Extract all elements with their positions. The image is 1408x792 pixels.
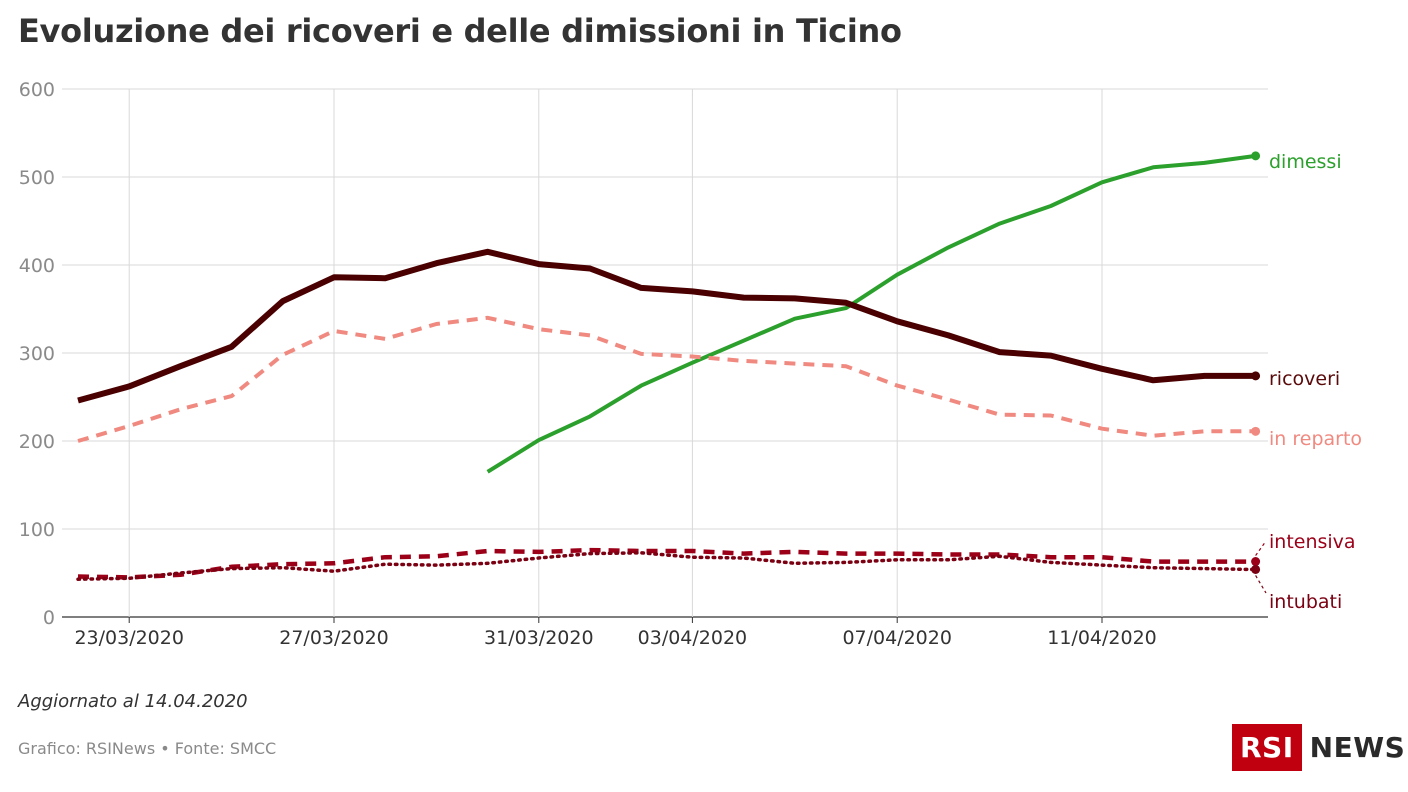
updated-note: Aggiornato al 14.04.2020 [18,691,248,712]
series-lines [76,151,1261,581]
series-line-dimessi [486,153,1256,474]
x-tick-label: 03/04/2020 [638,627,748,649]
series-endpoint-dimessi [1251,151,1261,161]
y-tick-label: 500 [19,167,55,189]
series-endpoint-intubati [1251,564,1261,574]
series-line-intubati [76,551,1258,581]
y-tick-label: 0 [43,607,55,629]
leader-line-intubati [1255,575,1267,594]
x-tick-label: 27/03/2020 [279,627,389,649]
rsi-news-logo: RSI NEWS [1232,724,1405,771]
logo-news: NEWS [1309,731,1406,764]
series-line-ricoveri [77,248,1256,404]
x-tick-label: 11/04/2020 [1047,627,1157,649]
series-line-intensiva [77,547,1256,580]
y-tick-label: 200 [19,431,55,453]
y-tick-label: 600 [19,79,55,101]
series-label-ricoveri: ricoveri [1269,368,1340,390]
series-labels: dimessi ricoveri in reparto intensiva intuba… [1255,151,1362,613]
series-endpoint-ricoveri [1251,371,1261,381]
y-tick-label: 400 [19,255,55,277]
y-axis: 0 100 200 300 400 500 600 [19,79,55,629]
series-label-intubati: intubati [1269,591,1342,613]
credits: Grafico: RSINews • Fonte: SMCC [18,739,277,758]
x-axis: 23/03/2020 27/03/2020 31/03/2020 03/04/2020… [74,627,1156,649]
gridlines [62,88,1268,623]
y-tick-label: 300 [19,343,55,365]
series-label-dimessi: dimessi [1269,151,1342,173]
x-tick-label: 23/03/2020 [74,627,184,649]
x-tick-label: 31/03/2020 [484,627,594,649]
series-line-in-reparto [77,315,1256,443]
series-endpoint-intensiva [1251,557,1261,567]
series-label-intensiva: intensiva [1269,531,1356,553]
chart-title: Evoluzione dei ricoveri e delle dimissio… [18,12,902,50]
logo-rsi: RSI [1232,724,1302,771]
leader-line-intensiva [1255,540,1267,556]
y-tick-label: 100 [19,519,55,541]
series-endpoint-in-reparto [1251,426,1261,436]
series-label-in-reparto: in reparto [1269,428,1362,450]
x-tick-label: 07/04/2020 [842,627,952,649]
